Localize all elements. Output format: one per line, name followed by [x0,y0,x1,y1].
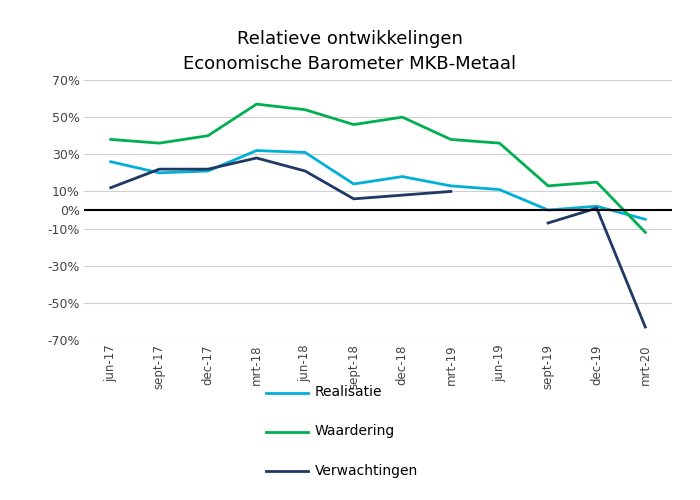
Text: Relatieve ontwikkelingen
Economische Barometer MKB-Metaal: Relatieve ontwikkelingen Economische Bar… [183,30,517,73]
Text: Verwachtingen: Verwachtingen [315,464,419,477]
Text: Realisatie: Realisatie [315,386,382,400]
Text: Waardering: Waardering [315,424,395,438]
